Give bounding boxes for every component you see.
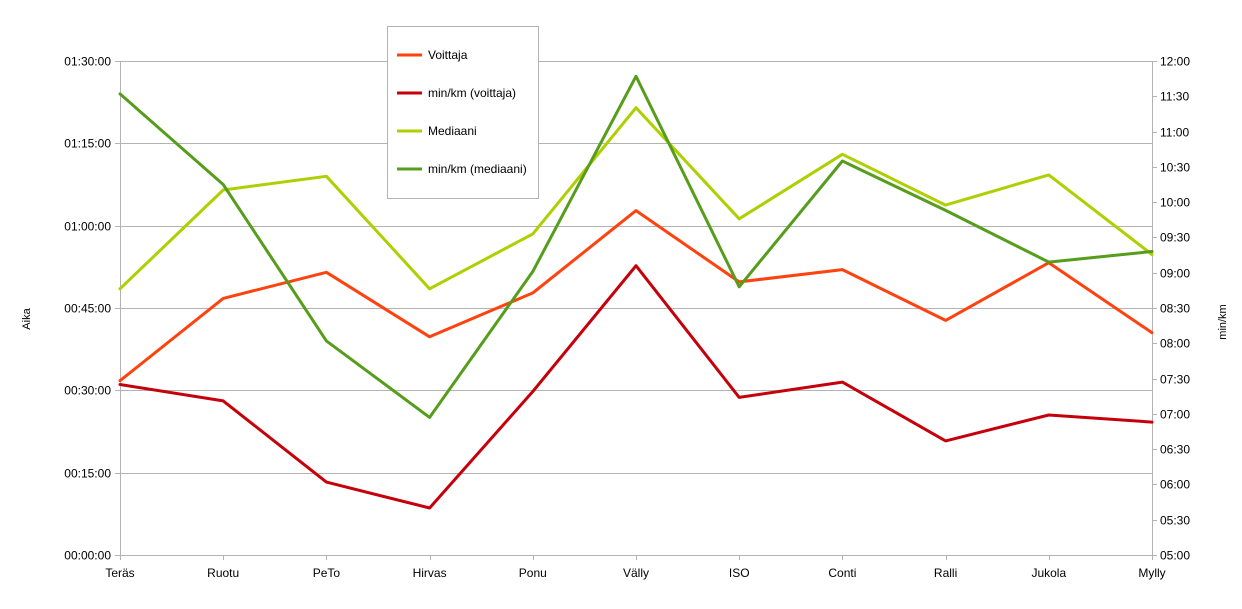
series-line-2 [118, 264, 1154, 510]
legend-label: min/km (voittaja) [428, 86, 516, 100]
x-tick-label: Jukola [1031, 566, 1066, 580]
right-tick-label: 09:00 [1160, 267, 1190, 281]
legend-label: min/km (mediaani) [428, 162, 527, 176]
gridlines [120, 61, 1152, 474]
left-tick-label: 01:00:00 [64, 220, 111, 234]
x-tick-label: Hirvas [413, 566, 447, 580]
legend-item: Voittaja [397, 48, 468, 62]
right-tick-label: 07:00 [1160, 408, 1190, 422]
right-tick-label: 08:30 [1160, 302, 1190, 316]
x-tick-label: PeTo [313, 566, 341, 580]
x-tick-label: Ponu [519, 566, 547, 580]
right-tick-label: 11:30 [1160, 90, 1189, 104]
left-tick-label: 00:00:00 [64, 549, 111, 563]
legend: Voittaja min/km (voittaja) Mediaani min/km … [387, 26, 539, 199]
legend-item: min/km (mediaani) [397, 162, 527, 176]
x-tick-label: Conti [828, 566, 856, 580]
left-tick-label: 01:30:00 [64, 55, 111, 69]
right-axis-title: min/km [1217, 304, 1229, 339]
legend-item: min/km (voittaja) [397, 86, 516, 100]
series-group [118, 74, 1154, 510]
left-tick-label: 01:15:00 [64, 137, 111, 151]
x-axis-ticks: Teräs Ruotu PeTo Hirvas Ponu Välly ISO Conti Ral… [105, 555, 1166, 580]
right-tick-label: 12:00 [1160, 55, 1190, 69]
right-tick-label: 06:00 [1160, 478, 1190, 492]
x-tick-label: Välly [623, 566, 649, 580]
right-tick-label: 06:30 [1160, 443, 1190, 457]
right-tick-label: 11:00 [1160, 126, 1189, 140]
x-tick-label: Mylly [1138, 566, 1165, 580]
right-tick-label: 07:30 [1160, 373, 1190, 387]
left-axis-title: Aika [21, 307, 33, 329]
left-axis-ticks: 00:00:00 00:15:00 00:30:00 00:45:00 01:00:00… [64, 55, 120, 563]
left-tick-label: 00:15:00 [64, 467, 111, 481]
right-tick-label: 10:30 [1160, 161, 1190, 175]
legend-item: Mediaani [397, 124, 477, 138]
x-tick-label: Teräs [105, 566, 134, 580]
x-tick-label: ISO [729, 566, 750, 580]
right-tick-label: 08:00 [1160, 337, 1190, 351]
right-tick-label: 09:30 [1160, 231, 1190, 245]
legend-label: Voittaja [428, 48, 468, 62]
x-tick-label: Ralli [934, 566, 957, 580]
left-tick-label: 00:45:00 [64, 302, 111, 316]
series-line-1 [118, 209, 1154, 383]
series-line-3 [118, 106, 1154, 291]
right-tick-label: 10:00 [1160, 196, 1190, 210]
x-tick-label: Ruotu [207, 566, 239, 580]
right-tick-label: 05:30 [1160, 514, 1190, 528]
legend-label: Mediaani [428, 124, 477, 138]
left-tick-label: 00:30:00 [64, 384, 111, 398]
series-line-4 [118, 74, 1154, 419]
right-tick-label: 05:00 [1160, 549, 1190, 563]
right-axis-ticks: 05:00 05:30 06:00 06:30 07:00 07:30 08:00 08:30… [1152, 55, 1190, 563]
